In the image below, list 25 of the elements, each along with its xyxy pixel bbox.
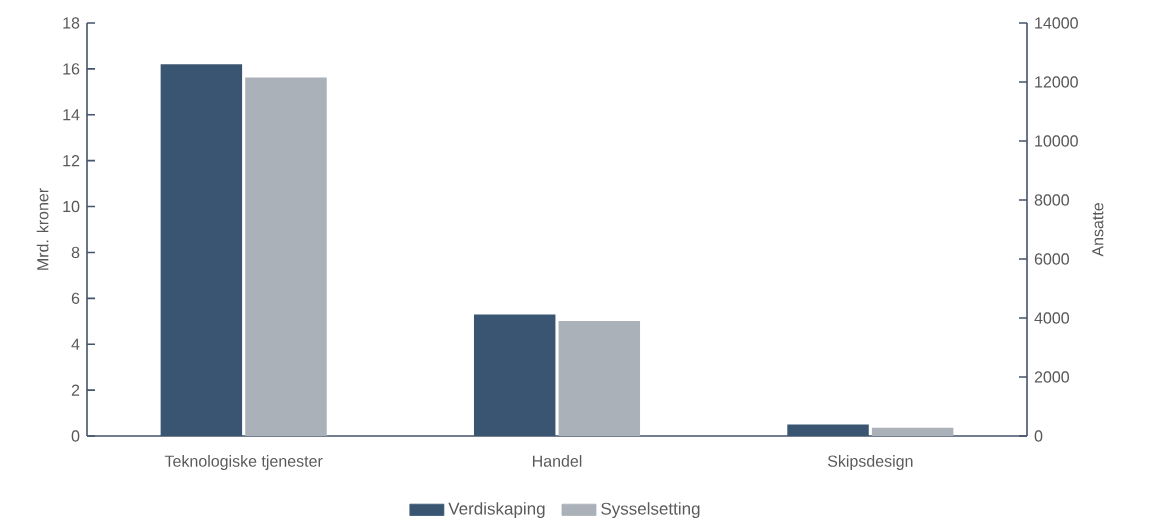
x-tick-label: Handel	[532, 455, 582, 467]
y2-axis-title: Ansatte	[1092, 203, 1104, 257]
y-tick-label: 0	[71, 430, 80, 442]
y-axis-title: Mrd. kroner	[36, 188, 49, 270]
y2-tick-label: 10000	[1035, 135, 1078, 147]
y-tick-label: 18	[63, 17, 80, 29]
y2-tick-label: 6000	[1034, 253, 1070, 265]
legend-label: Sysselsetting	[601, 502, 700, 519]
x-tick-label: Skipsdesign	[827, 455, 913, 470]
y-tick-label: 16	[63, 63, 80, 75]
y2-tick-label: 2000	[1034, 371, 1070, 383]
y-tick-label: 10	[63, 200, 80, 213]
x-tick-label: Teknologiske tjenester	[164, 455, 323, 470]
y2-tick-label: 14000	[1035, 17, 1078, 29]
y-tick-label: 8	[71, 246, 80, 259]
y2-tick-label: 8000	[1034, 194, 1070, 206]
y2-tick-label: 12000	[1035, 76, 1078, 88]
y2-tick-label: 4000	[1034, 312, 1070, 324]
y2-tick-label: 0	[1034, 430, 1043, 442]
y-tick-label: 2	[71, 384, 80, 396]
y-tick-label: 6	[71, 292, 80, 304]
y-tick-label: 12	[63, 155, 80, 167]
legend-label: Verdiskaping	[448, 502, 545, 519]
y-tick-label: 4	[71, 338, 80, 350]
y-tick-label: 14	[63, 109, 80, 121]
